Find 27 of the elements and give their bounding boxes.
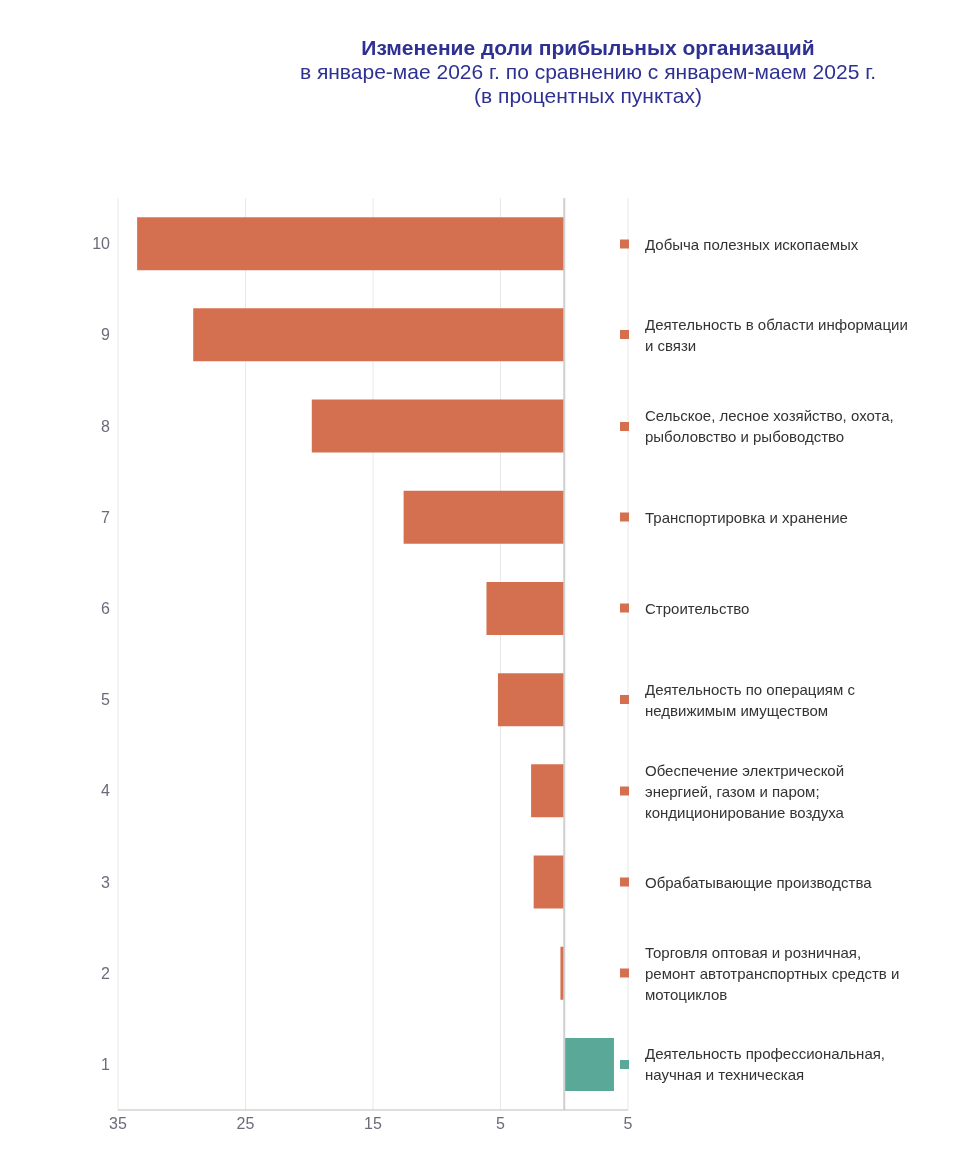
text: Транспортировка и хранение (645, 507, 848, 528)
y-tick-label: 2 (101, 964, 111, 982)
x-tick-label: 5 (496, 1115, 506, 1133)
text: Обеспечение электрической энергией, газом и паром; кондиционирование воздуха (645, 760, 846, 823)
y-tick-label: 7 (101, 508, 111, 526)
y-tick-label: 5 (101, 691, 111, 709)
text: Сельское, лесное хозяйство, охота, рыболовство и рыбоводство (645, 406, 895, 447)
text: Деятельность в области информации и связи (645, 314, 909, 356)
y-tick-label: 8 (101, 417, 111, 435)
y-tick-label: 6 (101, 600, 111, 618)
text: Обрабатывающие производства (645, 872, 872, 893)
x-tick-label: 5 (623, 1115, 633, 1133)
y-tick-label: 3 (101, 873, 111, 891)
text: Строительство (645, 598, 750, 619)
y-tick-label: 4 (101, 782, 111, 800)
chart-subtitle: в январе-мае 2026 г. по сравнению с январем-маем 2025 г. (в процентных пунктах) (298, 60, 878, 108)
chart-title: Изменение доли прибыльных организаций (360, 36, 816, 60)
text: Торговля оптовая и розничная, ремонт автотранспортных средств и мотоциклов (645, 942, 901, 1005)
y-tick-label: 9 (101, 326, 111, 344)
text: Деятельность профессиональная, научная и техническая (645, 1044, 887, 1086)
y-tick-label: 10 (92, 235, 111, 253)
text: Добыча полезных ископаемых (645, 234, 859, 255)
y-tick-label: 1 (101, 1056, 111, 1074)
x-tick-label: 35 (109, 1115, 127, 1133)
x-tick-label: 15 (364, 1115, 382, 1133)
text: Деятельность по операциям с недвижимым имуществом (645, 679, 856, 721)
x-tick-label: 25 (236, 1115, 255, 1133)
